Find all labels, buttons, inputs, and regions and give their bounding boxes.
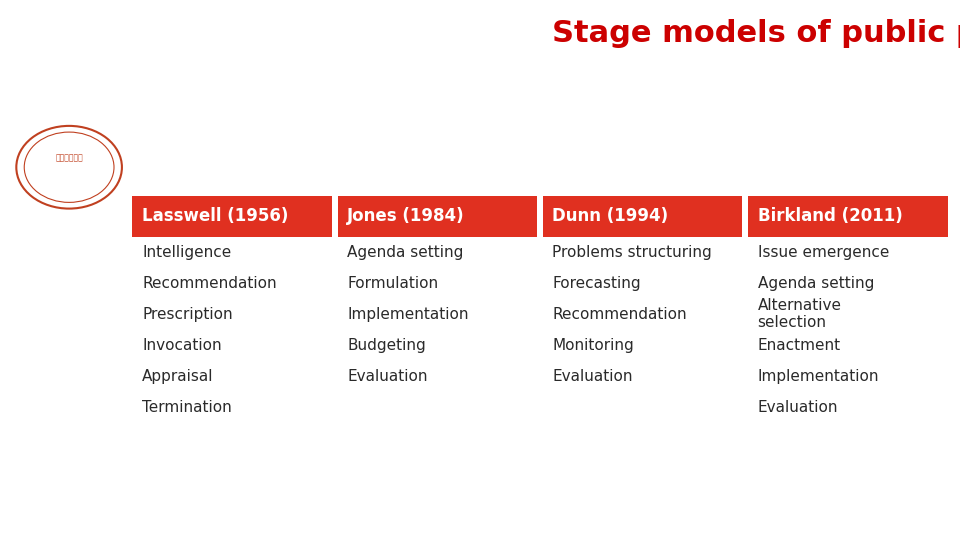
- Text: Evaluation: Evaluation: [757, 400, 838, 415]
- Text: Enactment: Enactment: [757, 338, 841, 353]
- Text: Implementation: Implementation: [757, 369, 879, 384]
- Text: Agenda setting: Agenda setting: [757, 275, 874, 291]
- Bar: [338, 196, 538, 237]
- Text: Birkland (2011): Birkland (2011): [757, 207, 902, 225]
- Bar: [132, 196, 332, 237]
- Text: Invocation: Invocation: [142, 338, 222, 353]
- Text: Evaluation: Evaluation: [553, 369, 633, 384]
- Text: Jones (1984): Jones (1984): [348, 207, 465, 225]
- Text: Intelligence: Intelligence: [142, 245, 231, 260]
- Text: Recommendation: Recommendation: [553, 307, 687, 322]
- Bar: [748, 196, 948, 237]
- Text: Budgeting: Budgeting: [348, 338, 426, 353]
- Text: Prescription: Prescription: [142, 307, 232, 322]
- Text: 公共管理学院: 公共管理学院: [56, 153, 83, 162]
- Text: Alternative
selection: Alternative selection: [757, 298, 842, 330]
- Text: Forecasting: Forecasting: [553, 275, 641, 291]
- Text: Evaluation: Evaluation: [348, 369, 428, 384]
- Text: Recommendation: Recommendation: [142, 275, 276, 291]
- Text: Problems structuring: Problems structuring: [553, 245, 712, 260]
- Text: Lasswell (1956): Lasswell (1956): [142, 207, 288, 225]
- Text: Issue emergence: Issue emergence: [757, 245, 889, 260]
- Bar: [543, 196, 742, 237]
- Text: Termination: Termination: [142, 400, 231, 415]
- Text: Formulation: Formulation: [348, 275, 439, 291]
- Text: Agenda setting: Agenda setting: [348, 245, 464, 260]
- Text: Dunn (1994): Dunn (1994): [553, 207, 668, 225]
- Text: Stage models of public policy: Stage models of public policy: [552, 19, 960, 48]
- Text: Monitoring: Monitoring: [553, 338, 635, 353]
- Text: Implementation: Implementation: [348, 307, 468, 322]
- Text: Appraisal: Appraisal: [142, 369, 213, 384]
- Text: 4. Implementation of Big Data-: 4. Implementation of Big Data-: [21, 19, 552, 48]
